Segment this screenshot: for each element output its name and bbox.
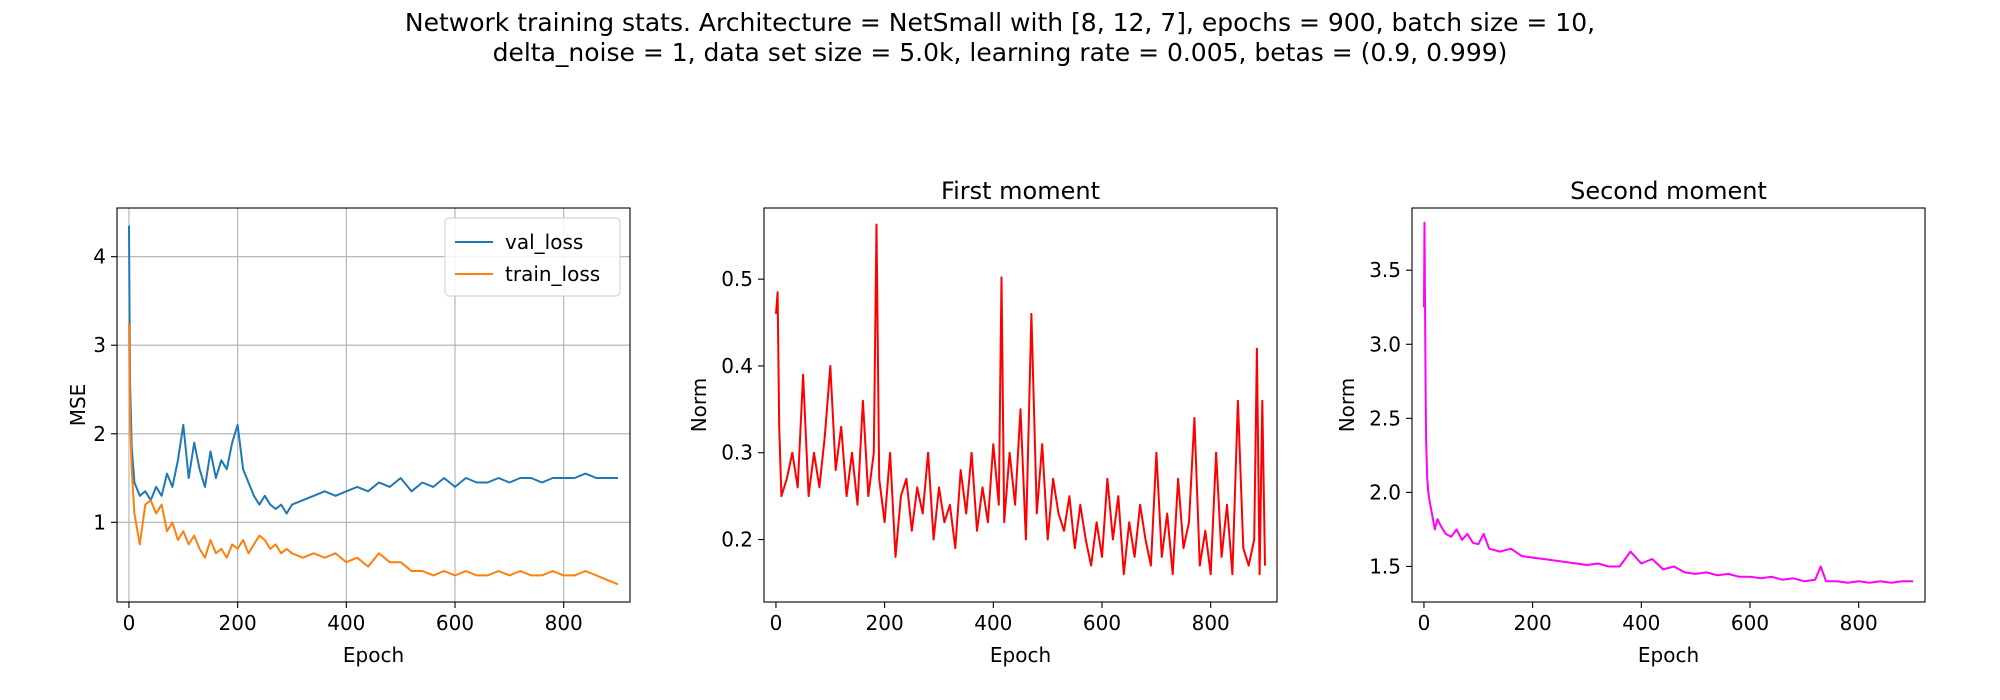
legend: val_loss train_loss <box>444 217 621 297</box>
y-tick-label: 3 <box>93 333 106 357</box>
series-line-train_loss <box>128 323 619 586</box>
y-tick-label: 4 <box>93 245 106 269</box>
suptitle-line-2: delta_noise = 1, data set size = 5.0k, l… <box>492 38 1508 67</box>
x-tick-label: 200 <box>1514 611 1552 635</box>
suptitle-line-1: Network training stats. Architecture = N… <box>404 8 1596 37</box>
x-tick-label: 800 <box>1192 611 1230 635</box>
figure-suptitle: Network training stats. Architecture = N… <box>0 8 2000 68</box>
y-tick-label: 2 <box>93 422 106 446</box>
x-tick-label: 400 <box>974 611 1012 635</box>
axes-frame <box>763 207 1278 603</box>
chart-first-moment: 0 200 400 600 800 0.2 0.3 0.4 0.5 Epoch Norm First … <box>687 177 1278 667</box>
x-tick-label: 600 <box>1083 611 1121 635</box>
y-axis-label: Norm <box>1335 378 1359 433</box>
chart-loss: 0 200 400 600 800 1 2 3 4 Epoch MSE val_loss train_l… <box>66 207 631 667</box>
axes-frame <box>116 207 631 603</box>
chart-second-moment: 0 200 400 600 800 1.5 2.0 2.5 3.0 3.5 Epoch Norm Sec… <box>1335 177 1926 667</box>
x-tick-label: 600 <box>436 611 474 635</box>
y-tick-label: 2.5 <box>1369 406 1401 430</box>
x-tick-label: 0 <box>770 611 783 635</box>
x-axis-label: Epoch <box>990 643 1051 667</box>
x-tick-label: 200 <box>219 611 257 635</box>
x-axis-label: Epoch <box>343 643 404 667</box>
axes-frame <box>1411 207 1926 603</box>
chart-title: Second moment <box>1570 177 1767 205</box>
x-tick-label: 200 <box>866 611 904 635</box>
x-tick-label: 400 <box>327 611 365 635</box>
y-tick-label: 1.5 <box>1369 554 1401 578</box>
series-line-val_loss <box>128 225 618 515</box>
x-tick-label: 800 <box>1840 611 1878 635</box>
legend-box <box>444 217 621 297</box>
x-tick-label: 0 <box>123 611 136 635</box>
x-tick-label: 400 <box>1622 611 1660 635</box>
y-tick-label: 0.2 <box>721 528 753 552</box>
legend-label: train_loss <box>505 262 600 286</box>
y-tick-label: 3.5 <box>1369 258 1401 282</box>
y-axis-label: MSE <box>66 384 90 427</box>
x-tick-label: 0 <box>1418 611 1431 635</box>
series-line-first-moment <box>775 223 1266 576</box>
y-axis-label: Norm <box>687 378 711 433</box>
series-line-second-moment <box>1423 221 1913 584</box>
y-tick-label: 0.3 <box>721 441 753 465</box>
y-tick-label: 0.5 <box>721 267 753 291</box>
x-tick-label: 600 <box>1731 611 1769 635</box>
legend-label: val_loss <box>505 230 583 254</box>
x-tick-label: 800 <box>545 611 583 635</box>
x-axis-label: Epoch <box>1638 643 1699 667</box>
chart-title: First moment <box>941 177 1100 205</box>
y-tick-label: 3.0 <box>1369 332 1401 356</box>
y-tick-label: 0.4 <box>721 354 753 378</box>
y-tick-label: 2.0 <box>1369 480 1401 504</box>
y-tick-label: 1 <box>93 510 106 534</box>
